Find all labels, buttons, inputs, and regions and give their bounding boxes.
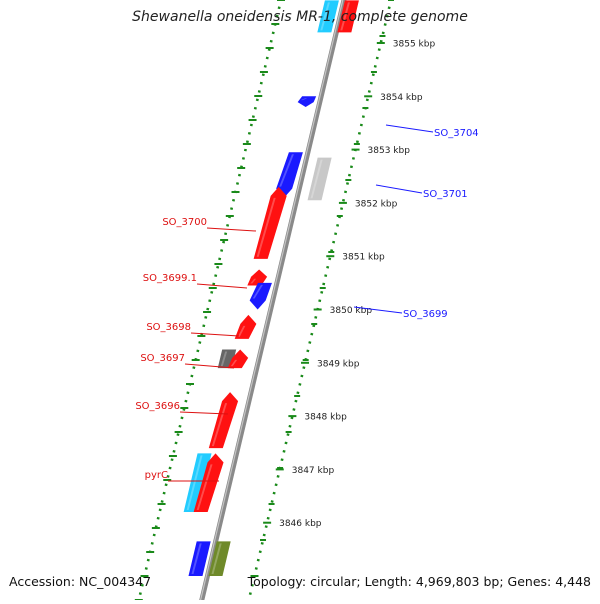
so-3700-label: SO_3700 [162, 217, 207, 228]
so-3698-gene [234, 314, 257, 339]
topology-text: Topology: circular; Length: 4,969,803 bp… [247, 574, 591, 589]
genome-backbone-highlight [199, 0, 344, 604]
so-3696-label-leader [179, 411, 229, 415]
so-3701-gene-highlight [310, 159, 323, 199]
accession-text: Accession: NC_004347 [9, 574, 152, 589]
gene-14-gene [188, 541, 211, 576]
gene-15-gene-highlight [211, 543, 222, 574]
so-3697-gene-highlight [220, 351, 228, 367]
page-title: Shewanella oneidensis MR-1, complete gen… [132, 9, 468, 25]
so-3696-label: SO_3696 [135, 401, 180, 412]
pyrc-gene-highlight [186, 455, 203, 511]
so-3704-label: SO_3704 [434, 128, 479, 139]
axis-tick-label: 3847 kbp [292, 466, 335, 476]
so-3697-label-leader [184, 363, 235, 369]
axis-tick-label: 3855 kbp [393, 40, 436, 50]
gene-10-gene [227, 349, 249, 369]
genome-backbone [198, 0, 347, 604]
gene-13-gene [193, 453, 224, 513]
axis-tick-label: 3852 kbp [355, 199, 398, 209]
axis-tick-label: 3846 kbp [279, 519, 322, 529]
so-3699-1-label-leader [196, 283, 248, 289]
gene-3-gene [276, 152, 303, 198]
so-3699-gene-highlight [252, 284, 263, 299]
so-3700-gene [253, 186, 287, 259]
so-3704-label-leader [385, 124, 434, 133]
so-3700-label-leader [206, 227, 257, 232]
pyrc-gene [183, 453, 212, 513]
axis-tick-label: 3849 kbp [317, 359, 360, 369]
so-3701-gene [307, 157, 332, 201]
so-3699-1-gene-highlight [250, 278, 257, 284]
axis-tick-label: 3848 kbp [304, 413, 347, 423]
so-3700-gene-highlight [256, 197, 276, 257]
gene-13-gene-highlight [196, 464, 213, 511]
so-3699-1-label: SO_3699.1 [143, 273, 197, 284]
axis-tick-label: 3850 kbp [330, 306, 373, 316]
gene-0-gene-highlight [320, 2, 330, 31]
so-3699-label-leader [353, 306, 403, 314]
so-3704-gene-highlight [300, 98, 308, 101]
axis-tick-label: 3851 kbp [342, 253, 385, 263]
so-3704-gene [297, 96, 317, 107]
so-3701-label: SO_3701 [423, 189, 468, 200]
axis-tick-label: 3854 kbp [380, 93, 423, 103]
gene-3-gene-highlight [279, 154, 294, 187]
so-3699-label: SO_3699 [403, 309, 448, 320]
so-3698-label-leader [190, 332, 240, 337]
gene-1-gene [337, 0, 359, 33]
ruler-minus-line [246, 0, 393, 604]
so-3699-1-gene [247, 269, 268, 286]
so-3696-gene [208, 392, 239, 449]
gene-14-gene-highlight [191, 543, 202, 574]
so-3699-gene [249, 282, 272, 310]
gene-1-gene-highlight [340, 2, 350, 31]
so-3698-gene-highlight [237, 325, 246, 337]
gene-15-gene [208, 541, 231, 576]
so-3697-label: SO_3697 [140, 353, 185, 364]
pyrc-label: pyrC [145, 470, 168, 481]
so-3701-label-leader [375, 184, 423, 194]
gene-0-gene [317, 0, 339, 33]
ruler-plus-line [136, 0, 283, 604]
axis-tick-label: 3853 kbp [368, 146, 411, 156]
so-3698-label: SO_3698 [146, 322, 191, 333]
gene-10-gene-highlight [230, 359, 238, 367]
